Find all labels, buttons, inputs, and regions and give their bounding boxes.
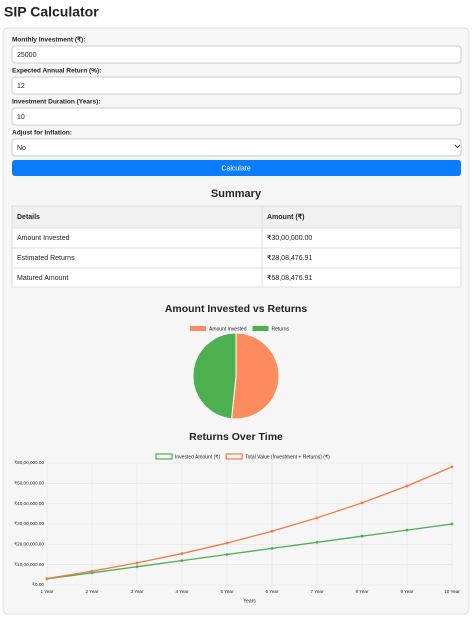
y-tick-label: ₹20,00,000.00 — [14, 542, 44, 547]
y-tick-label: ₹50,00,000.00 — [14, 481, 44, 486]
table-body: Details Amount (₹) Amount Invested ₹30,00,0… — [12, 213, 461, 282]
field-label: Adjust for Inflation: — [12, 130, 72, 137]
form: Monthly Investment (₹): 25000 Expected Ann… — [11, 36, 462, 157]
header-cell: Details — [17, 214, 40, 221]
data-point — [180, 552, 184, 555]
y-tick-label: ₹40,00,000.00 — [14, 501, 44, 506]
y-tick-label: ₹10,00,000.00 — [14, 562, 44, 567]
x-tick-label: 9 Year — [400, 589, 413, 594]
field-label: Investment Duration (Years): — [12, 99, 101, 106]
data-point — [180, 559, 184, 562]
x-tick-label: 5 Year — [220, 589, 233, 594]
data-point — [450, 465, 454, 469]
data-point — [270, 529, 274, 533]
data-point — [45, 577, 49, 580]
input-value: No — [17, 145, 26, 152]
legend-swatch — [155, 453, 173, 460]
x-tick-label: 2 Year — [85, 589, 98, 594]
legend-swatch — [252, 326, 269, 331]
x-axis-title: Years — [243, 598, 256, 604]
data-point — [315, 540, 319, 544]
legend-swatch — [225, 453, 243, 460]
summary-title: Summary — [211, 188, 262, 200]
table-cell: ₹28,08,476.91 — [267, 254, 312, 262]
data-point — [225, 541, 229, 545]
x-tick-label: 10 Year — [444, 589, 460, 594]
chart-title: Amount Invested vs Returns — [165, 303, 308, 315]
header-cell: Amount (₹) — [267, 213, 305, 221]
table-cell: Amount Invested — [17, 235, 70, 242]
legend-swatch — [190, 326, 206, 331]
x-tick-label: 8 Year — [355, 589, 368, 594]
table-cell: ₹30,00,000.00 — [267, 234, 312, 242]
select-chevron — [454, 144, 461, 149]
input-value: 12 — [17, 83, 25, 90]
data-point — [90, 569, 94, 573]
chart-title: Returns Over Time — [189, 431, 283, 443]
table-cell: ₹58,08,476.91 — [267, 274, 312, 282]
data-point — [225, 553, 229, 556]
data-point — [405, 528, 409, 532]
pie-slice — [231, 332, 280, 420]
input-box[interactable] — [11, 107, 462, 126]
legend-label: Invested Amount (₹) — [175, 454, 220, 460]
table-cell: Estimated Returns — [17, 255, 75, 262]
y-tick-label: ₹0.00 — [32, 582, 44, 587]
button-label[interactable]: Calculate — [221, 165, 250, 172]
y-tick-label: ₹60,00,000.00 — [14, 460, 44, 465]
input-value: 25000 — [17, 52, 37, 59]
series-line — [46, 523, 453, 580]
x-tick-label: 1 Year — [40, 589, 53, 594]
field-label: Monthly Investment (₹): — [12, 36, 85, 44]
legend-label: Total Value (Investment + Returns) (₹) — [245, 454, 330, 460]
legend-label: Amount Invested — [209, 326, 247, 332]
x-tick-label: 3 Year — [130, 589, 143, 594]
page-title: SIP Calculator — [4, 4, 99, 20]
x-tick-label: 6 Year — [265, 589, 278, 594]
input-value: 10 — [17, 114, 25, 121]
pie-slice — [192, 332, 237, 420]
legend-label: Returns — [272, 326, 290, 332]
x-tick-label: 4 Year — [175, 589, 188, 594]
data-point — [360, 534, 364, 538]
data-point — [270, 547, 274, 550]
input-box[interactable] — [11, 45, 462, 64]
calculate-button[interactable] — [12, 160, 461, 176]
x-tick-label: 7 Year — [310, 589, 323, 594]
table-cell: Matured Amount — [17, 275, 68, 282]
data-point — [450, 522, 454, 526]
table-header — [11, 205, 462, 229]
input-box[interactable] — [11, 138, 462, 157]
y-tick-label: ₹30,00,000.00 — [14, 521, 44, 526]
data-point — [135, 561, 139, 565]
data-point — [315, 516, 319, 520]
input-box[interactable] — [11, 76, 462, 95]
field-label: Expected Annual Return (%): — [12, 68, 101, 75]
data-point — [135, 565, 139, 569]
charts: Amount Invested vs Returns Amount Investe… — [14, 303, 460, 605]
data-point — [360, 501, 364, 505]
series-line — [46, 466, 453, 580]
data-point — [405, 484, 409, 488]
